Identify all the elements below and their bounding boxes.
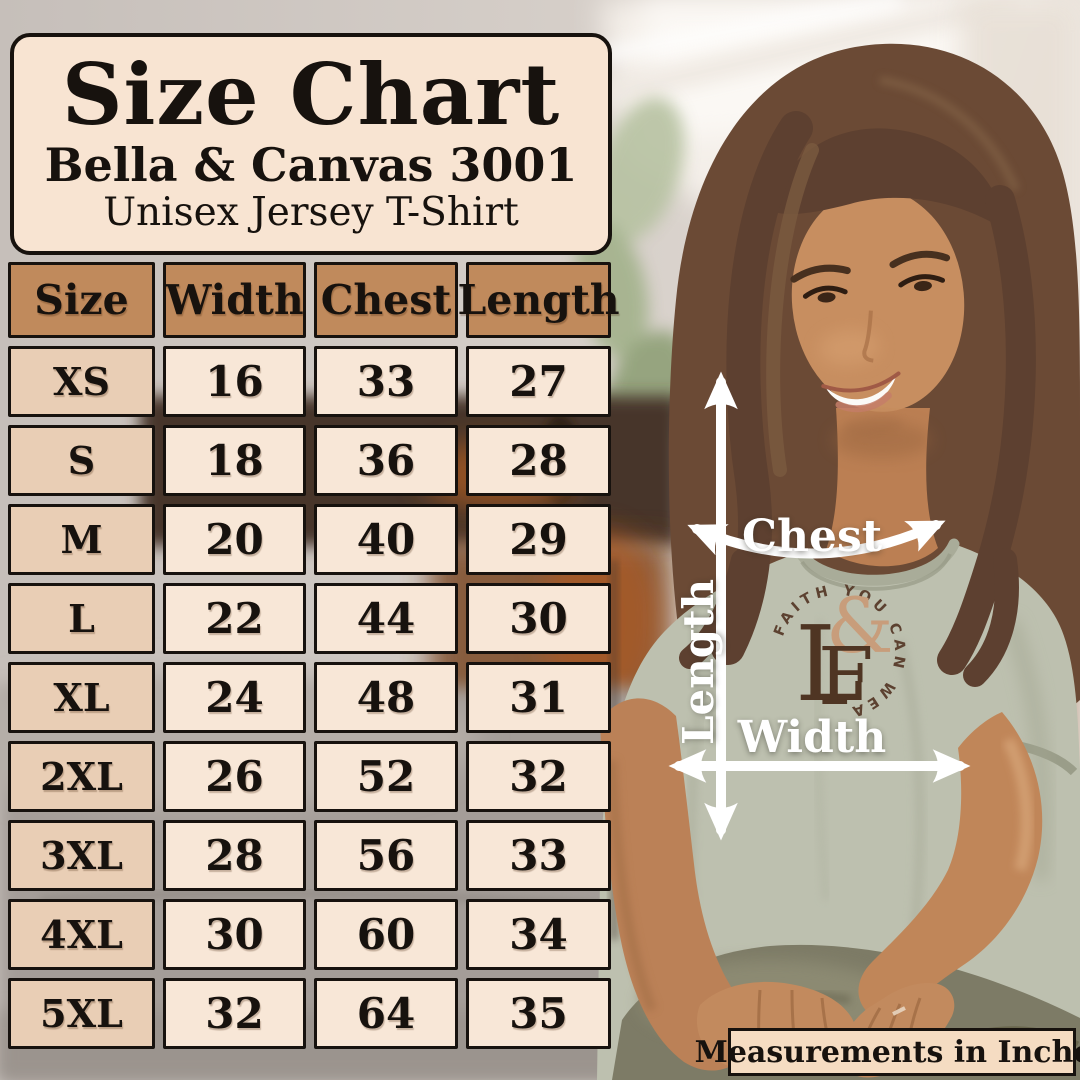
- size-cell: M: [8, 504, 155, 575]
- chest-cell: 33: [314, 346, 458, 417]
- units-note-badge: Measurements in Inches: [695, 1028, 1080, 1076]
- length-cell: 29: [466, 504, 611, 575]
- length-cell: 32: [466, 741, 611, 812]
- size-cell: XS: [8, 346, 155, 417]
- size-cell: 2XL: [8, 741, 155, 812]
- size-cell: S: [8, 425, 155, 496]
- chest-cell: 48: [314, 662, 458, 733]
- hair-front: [679, 111, 1036, 687]
- size-cell: L: [8, 583, 155, 654]
- smile: [825, 374, 897, 407]
- width-cell: 22: [163, 583, 306, 654]
- length-cell: 27: [466, 346, 611, 417]
- title-card: Size Chart Bella & Canvas 3001 Unisex Je…: [10, 33, 612, 255]
- chest-cell: 44: [314, 583, 458, 654]
- size-cell: 3XL: [8, 820, 155, 891]
- width-cell: 30: [163, 899, 306, 970]
- chest-cell: 36: [314, 425, 458, 496]
- page-title: Size Chart: [61, 45, 561, 145]
- length-cell: 33: [466, 820, 611, 891]
- width-cell: 16: [163, 346, 306, 417]
- size-cell: 5XL: [8, 978, 155, 1049]
- width-cell: 32: [163, 978, 306, 1049]
- length-cell: 31: [466, 662, 611, 733]
- column-header-chest: Chest: [314, 262, 458, 338]
- length-cell: 30: [466, 583, 611, 654]
- width-cell: 24: [163, 662, 306, 733]
- brand-line: Bella & Canvas 3001: [44, 138, 578, 193]
- chest-cell: 64: [314, 978, 458, 1049]
- size-table: Size Width Chest Length XS 16 33 27 S 18…: [8, 262, 620, 1049]
- chest-cell: 40: [314, 504, 458, 575]
- product-line: Unisex Jersey T-Shirt: [103, 189, 519, 235]
- column-header-width: Width: [163, 262, 306, 338]
- face: [790, 188, 965, 437]
- column-header-size: Size: [8, 262, 155, 338]
- length-cell: 28: [466, 425, 611, 496]
- chest-cell: 56: [314, 820, 458, 891]
- width-cell: 26: [163, 741, 306, 812]
- width-cell: 18: [163, 425, 306, 496]
- chest-cell: 52: [314, 741, 458, 812]
- chest-cell: 60: [314, 899, 458, 970]
- size-cell: XL: [8, 662, 155, 733]
- width-cell: 28: [163, 820, 306, 891]
- length-cell: 34: [466, 899, 611, 970]
- length-cell: 35: [466, 978, 611, 1049]
- width-cell: 20: [163, 504, 306, 575]
- column-header-length: Length: [457, 262, 620, 338]
- collar: [794, 538, 960, 586]
- size-cell: 4XL: [8, 899, 155, 970]
